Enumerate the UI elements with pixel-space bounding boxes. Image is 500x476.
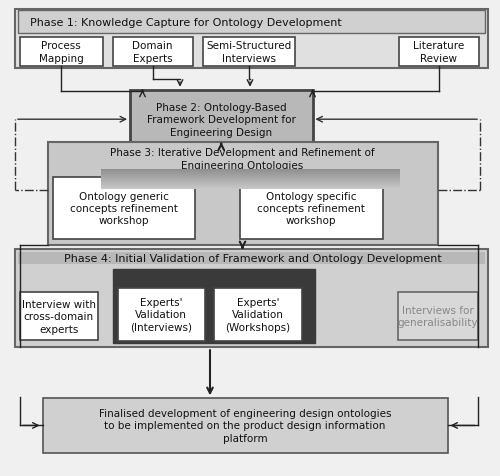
Bar <box>130 90 312 148</box>
Text: Phase 3: Iterative Development and Refinement of
Engineering Ontologies: Phase 3: Iterative Development and Refin… <box>110 148 375 170</box>
Bar <box>240 178 382 239</box>
Bar <box>42 398 448 453</box>
Bar <box>112 270 315 344</box>
Bar <box>398 38 478 67</box>
Text: Experts'
Validation
(Workshops): Experts' Validation (Workshops) <box>225 298 290 332</box>
Bar <box>20 293 98 340</box>
Bar <box>18 11 485 34</box>
Bar <box>398 293 477 340</box>
Bar <box>52 178 195 239</box>
Bar <box>15 10 488 69</box>
Text: Ontology specific
concepts refinement
workshop: Ontology specific concepts refinement wo… <box>258 191 365 226</box>
Text: Interview with
cross-domain
experts: Interview with cross-domain experts <box>22 299 96 334</box>
Text: Literature
Review: Literature Review <box>413 41 464 63</box>
Bar <box>48 143 438 245</box>
Bar <box>15 250 488 347</box>
Text: Experts'
Validation
(Interviews): Experts' Validation (Interviews) <box>130 298 192 332</box>
Bar <box>214 288 302 341</box>
Text: Domain
Experts: Domain Experts <box>132 41 173 63</box>
Bar <box>18 253 485 264</box>
Bar <box>112 38 192 67</box>
Text: Process
Mapping: Process Mapping <box>39 41 84 63</box>
Text: Ontology generic
concepts refinement
workshop: Ontology generic concepts refinement wor… <box>70 191 178 226</box>
Text: Interviews for
generalisability: Interviews for generalisability <box>397 306 478 327</box>
Text: Phase 1: Knowledge Capture for Ontology Development: Phase 1: Knowledge Capture for Ontology … <box>30 18 342 28</box>
Text: Finalised development of engineering design ontologies
to be implemented on the : Finalised development of engineering des… <box>99 408 391 443</box>
Text: Semi-Structured
Interviews: Semi-Structured Interviews <box>206 41 292 63</box>
Bar <box>118 288 205 341</box>
Text: Phase 2: Ontology-Based
Framework Development for
Engineering Design: Phase 2: Ontology-Based Framework Develo… <box>147 103 296 137</box>
Bar <box>20 38 102 67</box>
Text: Phase 4: Initial Validation of Framework and Ontology Development: Phase 4: Initial Validation of Framework… <box>64 254 442 264</box>
Bar <box>202 38 295 67</box>
